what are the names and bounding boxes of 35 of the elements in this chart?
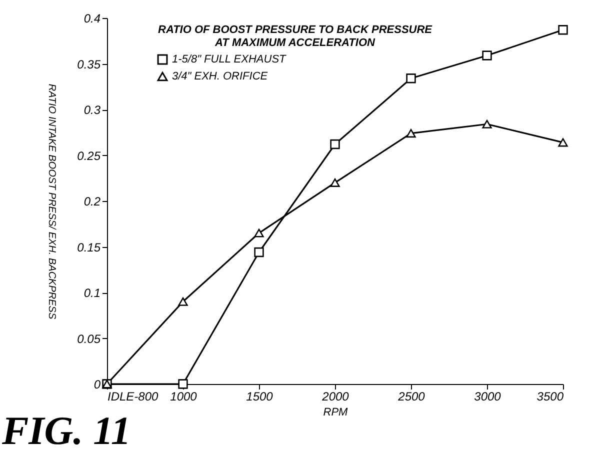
y-tick-label: 0.1: [84, 286, 100, 300]
legend-label: 3/4" EXH. ORIFICE: [172, 70, 268, 82]
point: [482, 120, 492, 128]
point: [254, 228, 264, 238]
y-tick-label: 0.4: [84, 12, 101, 26]
x-axis-title: RPM: [323, 406, 349, 418]
legend-label: 1-5/8" FULL EXHAUST: [172, 54, 288, 66]
point: [178, 297, 188, 306]
x-tick-label: IDLE-800: [108, 390, 159, 404]
y-tick-label: 0.25: [77, 148, 101, 163]
x-tick-label: 1000: [170, 390, 198, 404]
point: [406, 129, 416, 138]
text: RATIO OF BOOST PRESSURE TO BACK PRESSURE: [158, 24, 432, 36]
point: [254, 247, 264, 258]
point: [558, 138, 568, 147]
point: [558, 25, 568, 35]
x-tick-label: 3500: [536, 390, 564, 404]
y-tick-label: 0.2: [84, 194, 101, 208]
point: [330, 178, 340, 187]
x-tick-label: 1500: [246, 390, 274, 404]
y-axis-title: RATIO INTAKE BOOST PRESS/ EXH. BACKPRESS: [46, 84, 58, 320]
y-tick-label: 0.3: [84, 103, 101, 117]
y-tick-label: 0.35: [77, 57, 101, 72]
point: [178, 379, 188, 389]
y-tick-label: 0.05: [77, 332, 101, 346]
caption: FIG. 11: [1, 408, 131, 453]
x-tick-label: 3000: [474, 390, 502, 404]
text: AT MAXIMUM ACCELERATION: [215, 37, 375, 49]
y-tick-label: 0.15: [77, 240, 101, 254]
point: [406, 74, 416, 84]
x-tick-label: 2000: [321, 390, 350, 404]
point: [330, 139, 340, 150]
point: [482, 50, 492, 60]
y-tick-label: 0: [94, 378, 101, 392]
x-tick-label: 2500: [397, 390, 426, 404]
